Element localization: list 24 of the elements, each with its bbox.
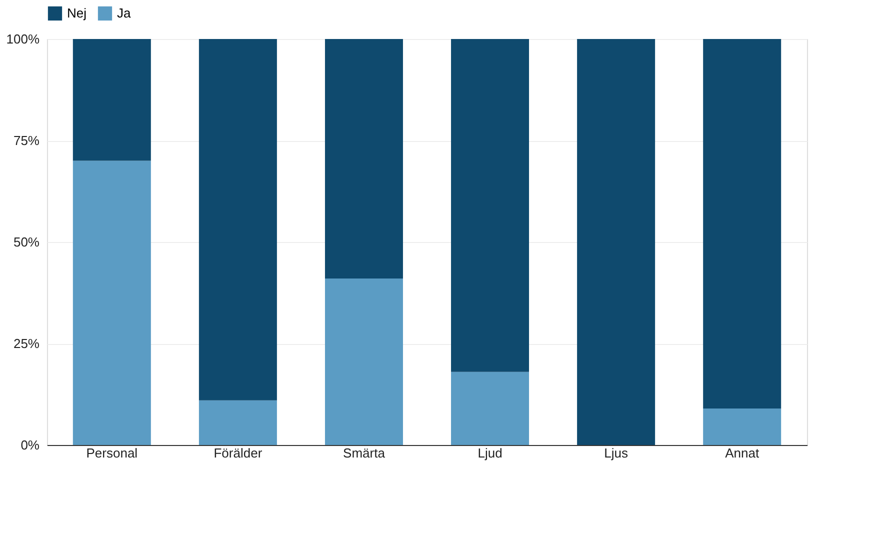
x-tick-label: Ljus (604, 446, 628, 460)
y-tick-label: 50% (13, 234, 40, 250)
x-tick-label: Ljud (478, 446, 502, 460)
legend-label: Ja (117, 5, 132, 20)
y-tick-label: 0% (20, 438, 40, 452)
x-tick-label: Smärta (343, 446, 386, 460)
y-tick-label: 100% (6, 32, 40, 46)
legend-label: Nej (67, 5, 87, 20)
bar (451, 372, 530, 445)
y-tick-label: 25% (13, 336, 40, 351)
bar (198, 400, 277, 445)
bar (577, 39, 656, 445)
x-tick-label: Förälder (214, 446, 263, 460)
bar (703, 39, 782, 408)
bar (324, 39, 403, 279)
bar (72, 160, 151, 445)
x-tick-label: Annat (725, 446, 760, 460)
bar (451, 39, 530, 372)
x-tick-label: Personal (86, 446, 138, 460)
y-tick-label: 75% (13, 133, 40, 148)
bar (703, 408, 782, 445)
bar (324, 278, 403, 445)
bar (198, 39, 277, 400)
bar (72, 39, 151, 161)
